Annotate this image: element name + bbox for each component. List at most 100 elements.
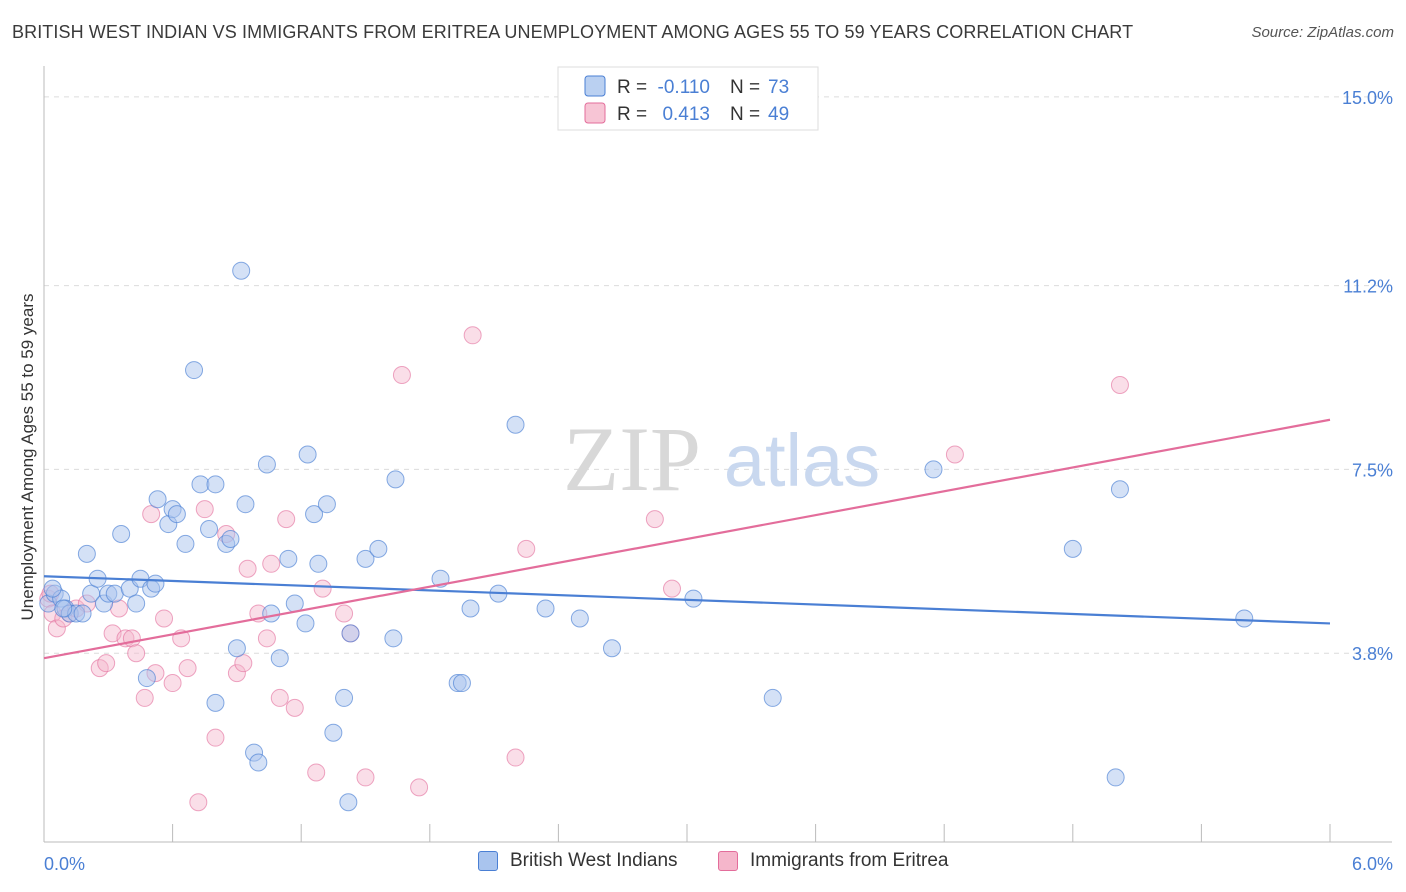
legend-swatch-pink <box>584 102 606 124</box>
point-bwi <box>1110 480 1129 499</box>
source-credit: Source: ZipAtlas.com <box>1251 24 1394 41</box>
point-eritrea <box>122 629 141 648</box>
series-eritrea-points <box>39 326 1129 812</box>
point-eritrea <box>163 674 182 693</box>
point-eritrea <box>392 366 411 385</box>
y-tick-label: 7.5% <box>1352 460 1393 480</box>
point-bwi <box>191 475 210 494</box>
point-bwi <box>54 599 73 618</box>
tick-labels: 3.8% 7.5% 11.2% 15.0% 0.0% 6.0% <box>44 88 1393 874</box>
point-bwi <box>236 495 255 514</box>
point-bwi <box>536 599 555 618</box>
point-bwi <box>452 674 471 693</box>
legend-n-label-1: N = <box>730 77 760 98</box>
trend-line-bwi <box>43 575 1331 625</box>
chart-title: BRITISH WEST INDIAN VS IMMIGRANTS FROM E… <box>12 22 1134 42</box>
point-eritrea <box>463 326 482 345</box>
point-eritrea <box>662 579 681 598</box>
point-bwi <box>341 624 360 643</box>
legend-r-label-2: R = <box>617 104 647 125</box>
point-bwi <box>384 629 403 648</box>
y-tick-label: 11.2% <box>1343 277 1393 297</box>
point-bwi <box>185 361 204 380</box>
point-bwi <box>386 470 405 489</box>
point-bwi <box>77 544 96 563</box>
point-bwi <box>206 475 225 494</box>
legend-n-value-2: 49 <box>768 104 789 125</box>
point-eritrea <box>178 659 197 678</box>
legend-label-bwi: British West Indians <box>510 850 678 871</box>
point-eritrea <box>127 644 146 663</box>
point-eritrea <box>227 664 246 683</box>
point-eritrea <box>135 688 154 707</box>
point-eritrea <box>1110 375 1129 394</box>
point-bwi <box>200 520 219 539</box>
y-axis-label: Unemployment Among Ages 55 to 59 years <box>18 294 37 621</box>
legend-item-eritrea: Immigrants from Eritrea <box>718 850 948 872</box>
point-bwi <box>146 574 165 593</box>
watermark: ZIP atlas <box>563 408 880 510</box>
point-eritrea <box>506 748 525 767</box>
legend-bottom: British West Indians Immigrants from Eri… <box>0 850 1406 880</box>
point-eritrea <box>307 763 326 782</box>
point-bwi <box>305 505 324 524</box>
point-bwi <box>309 554 328 573</box>
point-bwi <box>317 495 336 514</box>
point-bwi <box>73 604 92 623</box>
point-bwi <box>763 688 782 707</box>
point-eritrea <box>270 688 289 707</box>
trend-line-eritrea <box>43 418 1331 660</box>
point-bwi <box>257 455 276 474</box>
trend-lines <box>43 418 1331 660</box>
point-eritrea <box>206 728 225 747</box>
point-bwi <box>1063 539 1082 558</box>
point-eritrea <box>262 554 281 573</box>
point-bwi <box>339 793 358 812</box>
watermark-atlas: atlas <box>724 419 880 502</box>
point-eritrea <box>47 619 66 638</box>
point-eritrea <box>356 768 375 787</box>
point-bwi <box>112 525 131 543</box>
point-bwi <box>924 460 943 479</box>
legend-r-value-2: 0.413 <box>662 104 710 125</box>
point-eritrea <box>285 698 304 717</box>
legend-swatch-eritrea <box>718 851 738 871</box>
point-eritrea <box>110 599 129 618</box>
x-tick-label: 0.0% <box>44 854 85 874</box>
point-eritrea <box>142 505 161 524</box>
point-eritrea <box>97 654 116 673</box>
point-eritrea <box>410 778 429 797</box>
point-bwi <box>1235 609 1254 628</box>
axes <box>43 66 1392 843</box>
point-eritrea <box>645 510 664 529</box>
point-bwi <box>1106 768 1125 787</box>
x-tick-label: 6.0% <box>1352 854 1393 874</box>
legend-top: R = -0.110 N = 73 R = 0.413 N = 49 <box>557 66 819 131</box>
point-bwi <box>270 649 289 668</box>
point-bwi <box>206 693 225 712</box>
point-bwi <box>335 688 354 707</box>
point-bwi <box>506 415 525 434</box>
point-bwi <box>176 534 195 553</box>
legend-swatch-bwi <box>478 851 498 871</box>
legend-label-eritrea: Immigrants from Eritrea <box>750 850 949 871</box>
point-eritrea <box>234 654 253 673</box>
watermark-zip: ZIP <box>563 408 701 510</box>
point-bwi <box>602 639 621 658</box>
point-bwi <box>221 529 240 548</box>
point-bwi <box>369 539 388 558</box>
point-eritrea <box>238 559 257 578</box>
point-eritrea <box>945 445 964 464</box>
point-eritrea <box>517 539 536 558</box>
legend-item-bwi: British West Indians <box>478 850 678 872</box>
point-bwi <box>684 589 703 608</box>
point-eritrea <box>335 604 354 623</box>
legend-r-label-1: R = <box>617 77 647 98</box>
point-bwi <box>232 261 251 280</box>
legend-swatch-blue <box>584 75 606 97</box>
point-eritrea <box>277 510 296 529</box>
point-bwi <box>262 604 281 623</box>
point-bwi <box>570 609 589 628</box>
point-bwi <box>167 505 186 524</box>
